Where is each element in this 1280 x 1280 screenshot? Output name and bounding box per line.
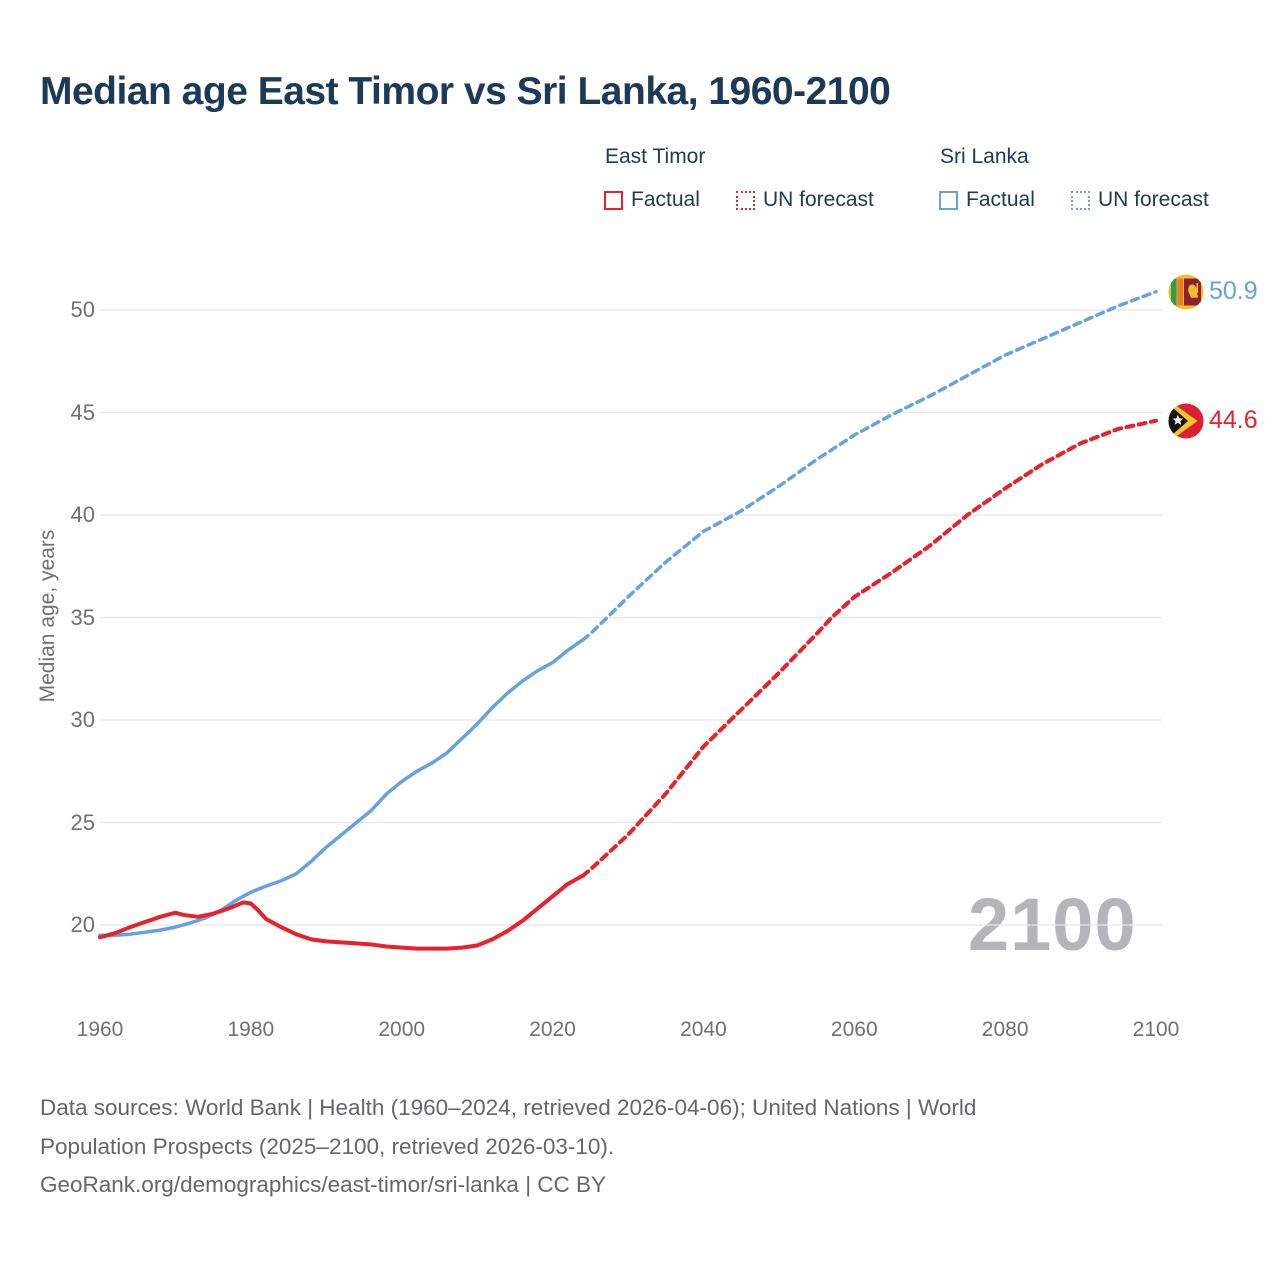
data-sources-line-2: Population Prospects (2025–2100, retriev… bbox=[40, 1133, 615, 1159]
east-timor-factual-line bbox=[98, 873, 585, 951]
x-tick-label: 2100 bbox=[1132, 1018, 1180, 1041]
east-timor-un-forecast-line bbox=[580, 418, 1158, 878]
x-tick-label: 2000 bbox=[378, 1018, 426, 1041]
legend-item-label: UN forecast bbox=[1098, 188, 1209, 211]
legend-item-label: Factual bbox=[631, 188, 700, 211]
sri-lanka-un-forecast-line bbox=[580, 289, 1158, 642]
legend-item-sri-lanka-factual[interactable]: Factual bbox=[939, 187, 1035, 213]
east-timor-flag-icon bbox=[1168, 403, 1204, 439]
y-tick-label: 20 bbox=[70, 912, 95, 937]
x-tick-label: 2060 bbox=[830, 1018, 878, 1041]
y-tick-label: 30 bbox=[70, 707, 95, 732]
red-dotted-swatch-icon bbox=[736, 190, 755, 210]
end-value-east-timor: 44.6 bbox=[1209, 406, 1258, 434]
x-tick-label: 1980 bbox=[227, 1018, 275, 1041]
x-tick-label: 2020 bbox=[529, 1018, 576, 1041]
legend-item-label: Factual bbox=[966, 188, 1035, 211]
y-tick-label: 35 bbox=[70, 604, 95, 630]
data-sources-line-1: Data sources: World Bank | Health (1960–… bbox=[40, 1095, 977, 1120]
legend-item-east-timor-forecast[interactable]: UN forecast bbox=[736, 187, 874, 213]
y-tick-label: 45 bbox=[70, 399, 95, 425]
x-tick-label: 1960 bbox=[76, 1018, 124, 1041]
y-axis-title: Median age, years bbox=[36, 529, 59, 703]
legend-item-label: UN forecast bbox=[763, 188, 874, 211]
legend-group-east-timor: East Timor bbox=[605, 145, 706, 168]
legend-group-sri-lanka: Sri Lanka bbox=[940, 145, 1029, 168]
blue-solid-swatch-icon bbox=[939, 190, 958, 210]
series-lines bbox=[98, 289, 1158, 951]
x-tick-label: 2040 bbox=[680, 1018, 727, 1041]
y-tick-label: 25 bbox=[70, 809, 95, 835]
sri-lanka-factual-line bbox=[98, 638, 585, 938]
red-solid-swatch-icon bbox=[604, 190, 623, 210]
x-tick-label: 2080 bbox=[981, 1018, 1029, 1041]
y-tick-label: 50 bbox=[70, 297, 95, 322]
legend-item-east-timor-factual[interactable]: Factual bbox=[604, 187, 700, 213]
page-title: Median age East Timor vs Sri Lanka, 1960… bbox=[40, 70, 891, 113]
end-value-sri-lanka: 50.9 bbox=[1209, 277, 1258, 305]
gridlines bbox=[100, 309, 1162, 926]
source-url: GeoRank.org/demographics/east-timor/sri-… bbox=[40, 1172, 607, 1197]
y-tick-label: 40 bbox=[70, 502, 95, 527]
sri-lanka-flag-icon bbox=[1168, 274, 1204, 310]
footer: Data sources: World Bank | Health (1960–… bbox=[40, 1089, 976, 1205]
blue-dotted-swatch-icon bbox=[1071, 190, 1090, 210]
legend-item-sri-lanka-forecast[interactable]: UN forecast bbox=[1071, 187, 1209, 213]
